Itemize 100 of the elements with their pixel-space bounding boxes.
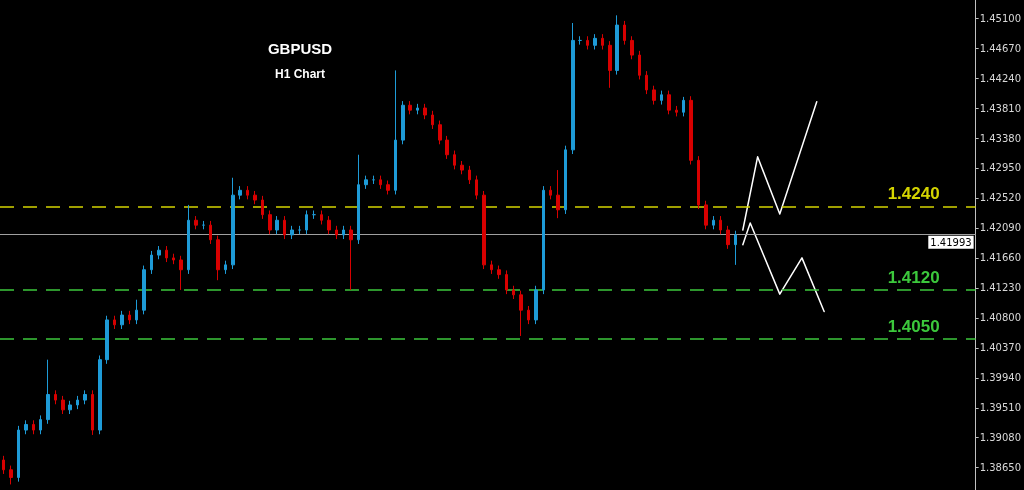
candlestick — [512, 285, 515, 300]
candlestick — [394, 69, 397, 195]
candlestick — [24, 419, 28, 435]
y-tick-label: 1.39940 — [979, 372, 1022, 384]
y-tick-label: 1.41230 — [979, 282, 1022, 294]
candlestick — [638, 50, 641, 80]
y-tick-label: 1.42950 — [979, 162, 1022, 174]
candlestick — [675, 105, 678, 117]
candlestick — [423, 103, 427, 120]
candlestick — [497, 265, 501, 280]
candlestick — [290, 225, 294, 240]
candlestick — [150, 250, 153, 275]
candlestick — [719, 215, 722, 235]
candlestick — [542, 185, 545, 295]
candlestick — [224, 260, 227, 275]
ref-line-label: 1.4240 — [887, 184, 940, 204]
candlestick — [342, 225, 345, 240]
candlestick — [157, 245, 161, 260]
candlestick — [357, 154, 360, 245]
candlestick — [379, 175, 382, 190]
y-tick-label: 1.42090 — [979, 222, 1022, 234]
candlestick — [438, 120, 442, 145]
candlestick — [704, 200, 708, 230]
candlestick — [445, 135, 449, 160]
y-tick-label: 1.41660 — [979, 252, 1022, 264]
candlestick — [327, 215, 331, 235]
candlestick — [2, 455, 5, 475]
candlestick — [238, 185, 242, 200]
candlestick — [475, 175, 478, 200]
candlestick — [527, 305, 530, 325]
candlestick — [549, 185, 552, 200]
ref-line-label: 1.41993 — [930, 236, 972, 248]
y-tick-label: 1.43810 — [979, 102, 1022, 114]
candlestick — [564, 145, 567, 215]
y-tick-label: 1.42520 — [979, 192, 1022, 204]
candlestick — [349, 225, 353, 291]
text: GBPUSD — [267, 40, 333, 57]
candlestick — [460, 160, 464, 175]
candlestick — [601, 33, 604, 50]
candlestick — [689, 95, 693, 165]
candlestick — [364, 175, 368, 190]
candlestick — [253, 190, 257, 205]
candlestick — [261, 195, 264, 220]
candlestick — [667, 90, 671, 115]
candlestick — [408, 100, 412, 115]
candlestick — [401, 100, 405, 145]
candlestick — [275, 215, 279, 235]
candlestick — [660, 90, 663, 106]
candlestick — [571, 22, 575, 155]
candlestick — [453, 150, 456, 170]
candlestick — [386, 180, 390, 195]
y-tick-label: 1.45100 — [979, 12, 1022, 24]
ref-line-label: 1.4120 — [887, 267, 940, 287]
candlestick — [9, 465, 13, 485]
y-tick-label: 1.39510 — [979, 402, 1022, 414]
candlestick — [505, 269, 508, 295]
candlestick — [726, 225, 730, 250]
candlestick — [534, 285, 538, 325]
candlestick — [645, 70, 648, 95]
candlestick — [113, 315, 116, 330]
y-tick-label: 1.44240 — [979, 72, 1022, 84]
candlestick — [335, 225, 338, 240]
candlestick — [91, 389, 94, 436]
candlestick — [556, 169, 560, 219]
line-series — [742, 222, 825, 313]
candlestick — [231, 177, 235, 270]
candlestick — [68, 400, 72, 415]
candlestick — [593, 33, 597, 50]
candlestick — [652, 85, 656, 106]
candlestick — [734, 230, 737, 266]
candlestick — [482, 190, 486, 270]
candlestick — [17, 425, 20, 483]
candlestick — [32, 419, 35, 435]
candlestick — [468, 165, 471, 185]
candlestick — [120, 310, 124, 330]
candlestick — [305, 210, 308, 235]
candlestick — [697, 155, 700, 210]
candlestick — [105, 315, 109, 365]
candlestick — [246, 185, 249, 200]
candlestick — [142, 265, 146, 315]
candlestick — [128, 310, 131, 325]
candlestick — [46, 359, 50, 425]
y-tick-label: 1.40370 — [979, 342, 1022, 354]
y-tick-label: 1.40800 — [979, 312, 1022, 324]
candlestick — [431, 110, 434, 130]
candlestick — [630, 35, 634, 60]
candlestick — [623, 20, 626, 46]
candlestick — [209, 220, 212, 245]
candlestick — [682, 96, 685, 117]
candlestick — [39, 414, 42, 435]
candlestick — [61, 395, 65, 415]
candlestick — [83, 389, 87, 405]
candlestick — [416, 103, 419, 115]
ref-line-label: 1.4050 — [887, 316, 940, 336]
line-series — [742, 101, 818, 231]
candlestick — [586, 35, 589, 50]
candlestick — [608, 40, 612, 89]
y-tick-label: 1.43380 — [979, 132, 1022, 144]
text: H1 Chart — [274, 67, 326, 81]
candlestick — [519, 290, 523, 337]
